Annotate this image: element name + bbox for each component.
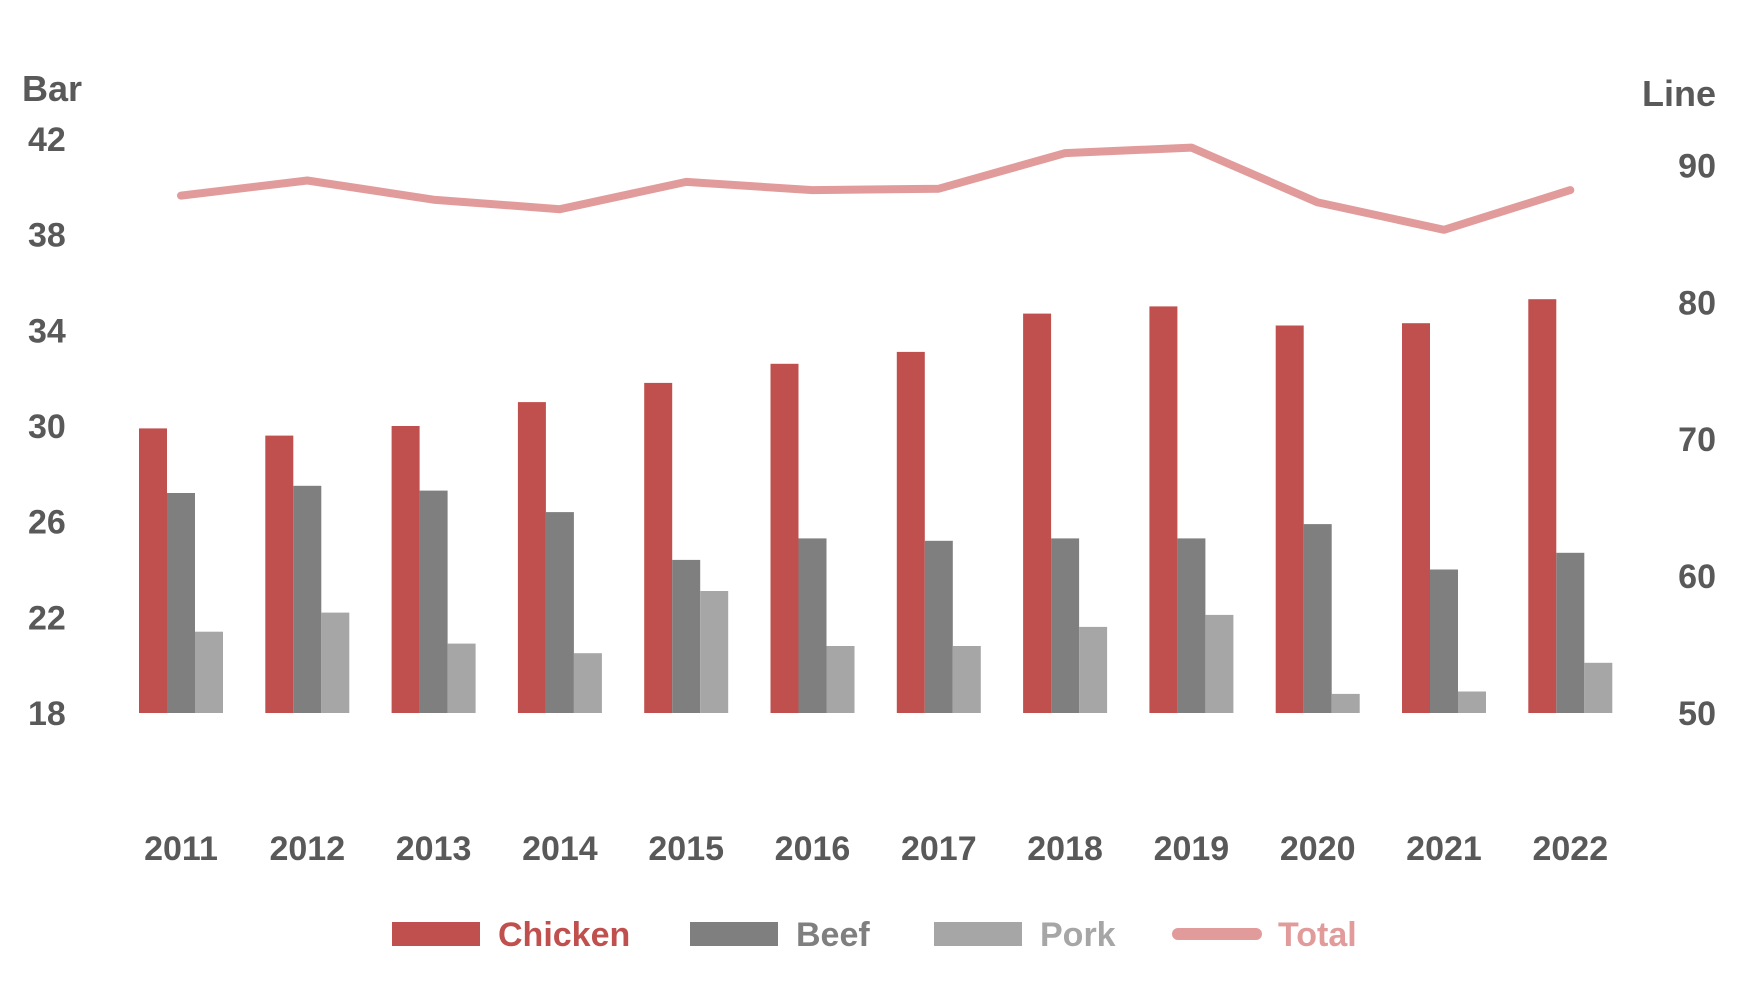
bar-pork-2011 [195, 631, 223, 713]
bar-beef-2022 [1556, 552, 1585, 713]
line-total [177, 143, 1575, 234]
bar-pork-2020 [1331, 693, 1360, 713]
bar-pork-2014 [573, 653, 602, 713]
legend-label-pork: Pork [1040, 916, 1116, 954]
legend-swatch-pork [934, 922, 1022, 946]
bar-chicken-2011 [139, 428, 167, 713]
x-tick-label-2017: 2017 [901, 830, 977, 868]
bar-chicken-2017 [896, 351, 925, 713]
bar-pork-2018 [1079, 626, 1108, 713]
bar-chicken-2018 [1023, 313, 1052, 713]
left-tick-label-22: 22 [28, 599, 66, 637]
x-tick-label-2013: 2013 [396, 830, 472, 868]
x-tick-label-2016: 2016 [775, 830, 851, 868]
x-axis: 2011 2012 2013 2014 2015 2016 2017 2018 2019 2020… [144, 830, 1608, 868]
bar-chicken-2020 [1275, 325, 1304, 713]
bar-beef-2012 [293, 485, 322, 713]
bar-chicken-2013 [391, 426, 420, 713]
left-tick-label-30: 30 [28, 408, 66, 446]
x-tick-label-2020: 2020 [1280, 830, 1356, 868]
bar-pork-2016 [826, 646, 855, 713]
legend: Chicken Beef Pork Total [392, 916, 1357, 954]
bar-chicken-2016 [770, 363, 799, 713]
bar-beef-2011 [167, 493, 195, 713]
left-tick-label-38: 38 [28, 217, 66, 255]
bar-pork-2015 [700, 591, 729, 713]
right-axis-title: Line [1642, 73, 1716, 114]
total-line-layer [177, 143, 1575, 234]
bar-chicken-2021 [1402, 323, 1430, 713]
bar-chicken-2015 [644, 382, 673, 713]
right-tick-label-70: 70 [1678, 421, 1716, 459]
x-tick-label-2011: 2011 [144, 830, 218, 868]
right-tick-label-80: 80 [1678, 284, 1716, 322]
bar-chicken-2022 [1528, 299, 1557, 713]
bar-beef-2017 [924, 540, 953, 713]
left-tick-label-42: 42 [28, 121, 66, 159]
bar-beef-2020 [1303, 524, 1332, 713]
x-tick-label-2012: 2012 [269, 830, 345, 868]
bar-pork-2017 [952, 646, 981, 713]
bar-beef-2016 [798, 538, 827, 713]
bar-beef-2013 [419, 490, 448, 713]
bar-pork-2012 [321, 612, 350, 713]
bar-beef-2014 [545, 512, 574, 713]
legend-label-chicken: Chicken [498, 916, 630, 954]
legend-label-beef: Beef [796, 916, 870, 954]
right-axis: Line 90 80 70 60 50 [1642, 73, 1716, 733]
bar-pork-2019 [1205, 614, 1234, 713]
left-tick-label-34: 34 [28, 312, 66, 350]
legend-swatch-beef [690, 922, 778, 946]
legend-label-total: Total [1278, 916, 1357, 954]
bar-pork-2022 [1584, 662, 1613, 713]
left-axis: Bar 42 38 34 30 26 22 18 [22, 68, 82, 733]
bar-pork-2013 [447, 643, 476, 713]
left-tick-label-26: 26 [28, 504, 66, 542]
left-axis-title: Bar [22, 68, 82, 109]
right-tick-label-60: 60 [1678, 558, 1716, 596]
bar-beef-2015 [672, 559, 701, 713]
x-tick-label-2021: 2021 [1406, 830, 1482, 868]
x-tick-label-2018: 2018 [1027, 830, 1103, 868]
x-tick-label-2022: 2022 [1532, 830, 1608, 868]
bar-chicken-2014 [517, 402, 546, 713]
bar-beef-2019 [1177, 538, 1206, 713]
bars-layer [139, 299, 1613, 713]
x-tick-label-2014: 2014 [522, 830, 598, 868]
bar-chicken-2019 [1149, 306, 1178, 713]
right-tick-label-90: 90 [1678, 147, 1716, 185]
x-tick-label-2019: 2019 [1154, 830, 1230, 868]
left-tick-label-18: 18 [28, 695, 66, 733]
legend-swatch-chicken [392, 922, 480, 946]
right-tick-label-50: 50 [1678, 695, 1716, 733]
bar-beef-2018 [1051, 538, 1080, 713]
bar-beef-2021 [1430, 569, 1458, 713]
x-tick-label-2015: 2015 [648, 830, 724, 868]
bar-chicken-2012 [265, 435, 294, 713]
bar-pork-2021 [1458, 691, 1486, 713]
